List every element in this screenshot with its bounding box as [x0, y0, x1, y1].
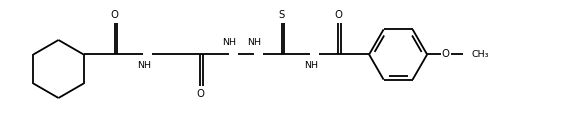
Text: S: S	[278, 10, 285, 20]
Text: O: O	[442, 50, 450, 59]
Text: O: O	[111, 10, 119, 20]
Text: NH: NH	[223, 39, 237, 47]
Text: O: O	[196, 89, 204, 99]
Text: NH: NH	[248, 39, 262, 47]
Text: NH: NH	[304, 60, 318, 70]
Text: O: O	[334, 10, 342, 20]
Text: CH₃: CH₃	[471, 50, 488, 59]
Text: NH: NH	[137, 60, 151, 70]
